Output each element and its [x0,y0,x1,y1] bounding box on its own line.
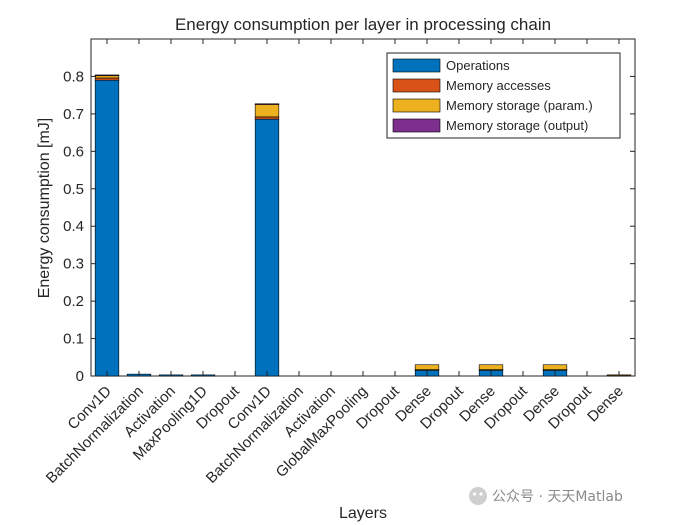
y-tick-label: 0.1 [63,331,84,348]
bar-segment-memory-accesses [94,77,120,81]
legend-swatch-operations [392,58,441,73]
bar-segment-memory-storage-output [254,103,280,105]
wechat-icon [469,487,487,505]
x-axis-label: Layers [339,505,387,522]
bar-segment-memory-storage-output [94,74,120,77]
y-axis-ticks: 0 0.1 0.2 0.3 0.4 0.5 0.6 0.7 0.8 [63,68,635,385]
y-tick-label: 0.5 [63,181,84,198]
legend-label-memory-accesses: Memory accesses [446,78,551,93]
bar-segment-memory-accesses [254,116,280,120]
y-tick-label: 0.3 [63,256,84,273]
chart-title: Energy consumption per layer in processi… [175,15,551,34]
bar-segment-memory-storage-param [542,364,568,370]
y-tick-label: 0 [76,368,84,385]
y-tick-label: 0.6 [63,143,84,160]
legend-label-operations: Operations [446,58,510,73]
legend-label-memory-storage-param: Memory storage (param.) [446,98,593,113]
wechat-icon-dot-right [479,492,483,496]
bar-segment-memory-storage-param [478,364,504,370]
y-tick-label: 0.8 [63,68,84,85]
legend-items: Operations Memory accesses Memory storage … [392,58,593,133]
bar-segment-memory-storage-param [254,103,280,118]
bar-segment-operations [254,118,280,377]
legend-label-memory-storage-output: Memory storage (output) [446,118,588,133]
legend-swatch-memory-accesses [392,78,441,93]
y-tick-label: 0.4 [63,218,84,235]
bar-segment-memory-storage-param [414,364,440,370]
y-tick-label: 0.2 [63,293,84,310]
legend: Operations Memory accesses Memory storage … [386,52,621,139]
bar-segment-operations [94,79,120,377]
legend-swatch-memory-storage-output [392,118,441,133]
watermark: 公众号 · 天天Matlab [469,487,623,505]
y-axis-label: Energy consumption [mJ] [36,118,53,299]
wechat-icon-dot-left [472,492,477,496]
y-tick-label: 0.7 [63,106,84,123]
legend-swatch-memory-storage-param [392,98,441,113]
watermark-text: 公众号 · 天天Matlab [492,489,623,505]
bars-group [94,74,632,377]
